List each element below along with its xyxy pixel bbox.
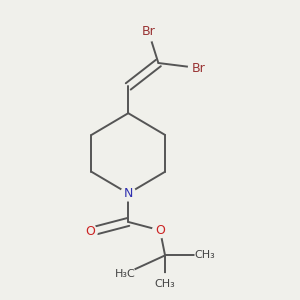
Text: N: N: [124, 187, 133, 200]
Circle shape: [195, 245, 215, 266]
Text: CH₃: CH₃: [195, 250, 216, 260]
Circle shape: [153, 223, 167, 238]
Text: O: O: [85, 226, 95, 238]
Circle shape: [82, 225, 97, 239]
Text: CH₃: CH₃: [155, 279, 176, 289]
Text: Br: Br: [192, 61, 206, 74]
Circle shape: [155, 274, 175, 294]
Text: O: O: [155, 224, 165, 237]
Circle shape: [115, 264, 135, 284]
Text: H₃C: H₃C: [115, 269, 135, 279]
Circle shape: [138, 21, 158, 41]
Text: Br: Br: [142, 25, 155, 38]
Circle shape: [188, 58, 208, 78]
Circle shape: [121, 186, 136, 201]
